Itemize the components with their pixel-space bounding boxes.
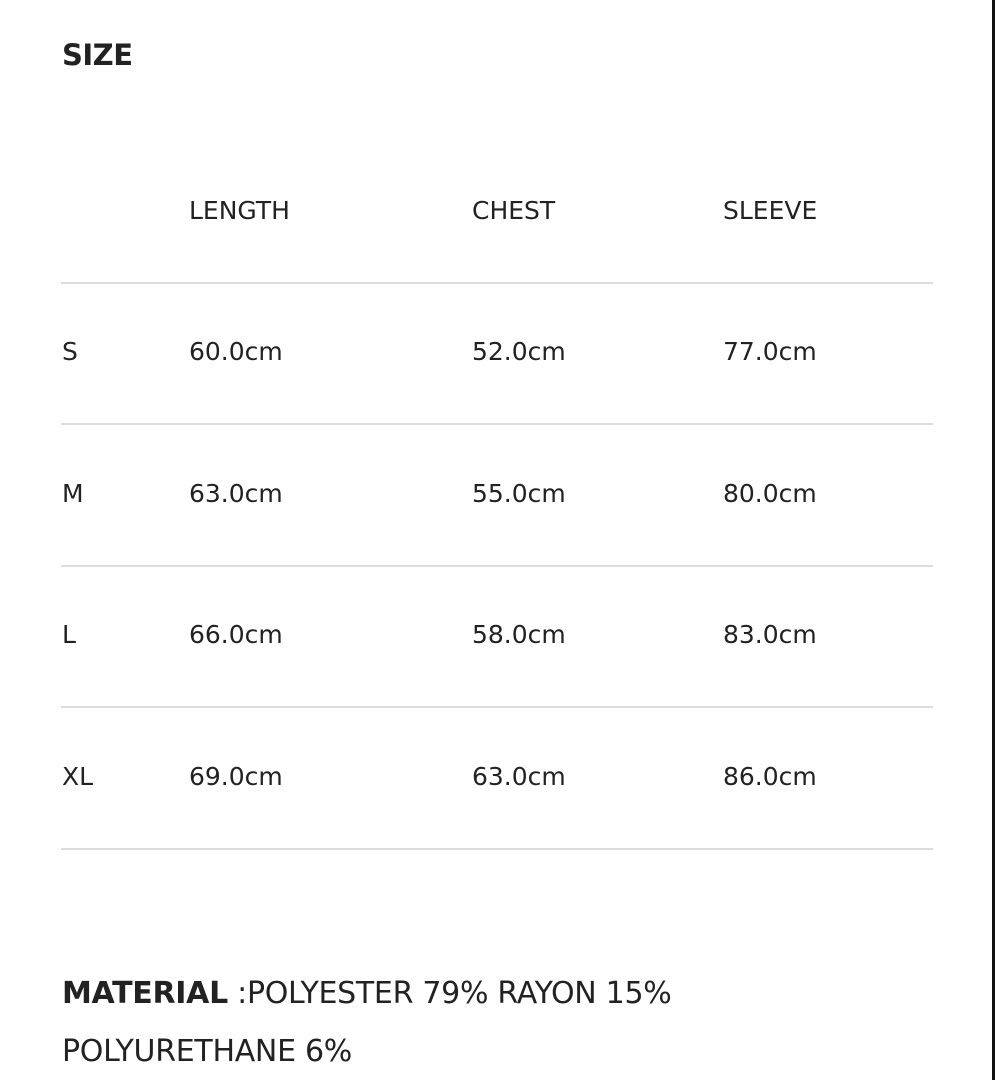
measurement-cell: 55.0cm	[472, 479, 566, 508]
size-label: S	[62, 337, 78, 366]
column-header: SLEEVE	[723, 196, 818, 225]
measurement-cell: 60.0cm	[189, 337, 283, 366]
size-label: L	[62, 620, 76, 649]
measurement-cell: 69.0cm	[189, 762, 283, 791]
measurement-cell: 86.0cm	[723, 762, 817, 791]
row-divider	[61, 423, 933, 425]
measurement-cell: 52.0cm	[472, 337, 566, 366]
measurement-cell: 80.0cm	[723, 479, 817, 508]
material-line-1: MATERIAL :POLYESTER 79% RAYON 15%	[62, 976, 672, 1012]
measurement-cell: 63.0cm	[189, 479, 283, 508]
row-divider	[61, 706, 933, 708]
material-composition: :POLYESTER 79% RAYON 15%	[227, 976, 672, 1011]
row-divider	[61, 848, 933, 850]
material-label: MATERIAL	[62, 976, 228, 1011]
size-label: M	[62, 479, 84, 508]
column-header: LENGTH	[189, 196, 290, 225]
page-edge-border	[992, 0, 995, 1080]
size-heading: SIZE	[62, 38, 133, 72]
measurement-cell: 66.0cm	[189, 620, 283, 649]
row-divider	[61, 282, 933, 284]
material-line-2: POLYURETHANE 6%	[62, 1034, 352, 1069]
size-label: XL	[62, 762, 94, 791]
column-header: CHEST	[472, 196, 556, 225]
measurement-cell: 63.0cm	[472, 762, 566, 791]
measurement-cell: 77.0cm	[723, 337, 817, 366]
measurement-cell: 58.0cm	[472, 620, 566, 649]
row-divider	[61, 565, 933, 567]
measurement-cell: 83.0cm	[723, 620, 817, 649]
